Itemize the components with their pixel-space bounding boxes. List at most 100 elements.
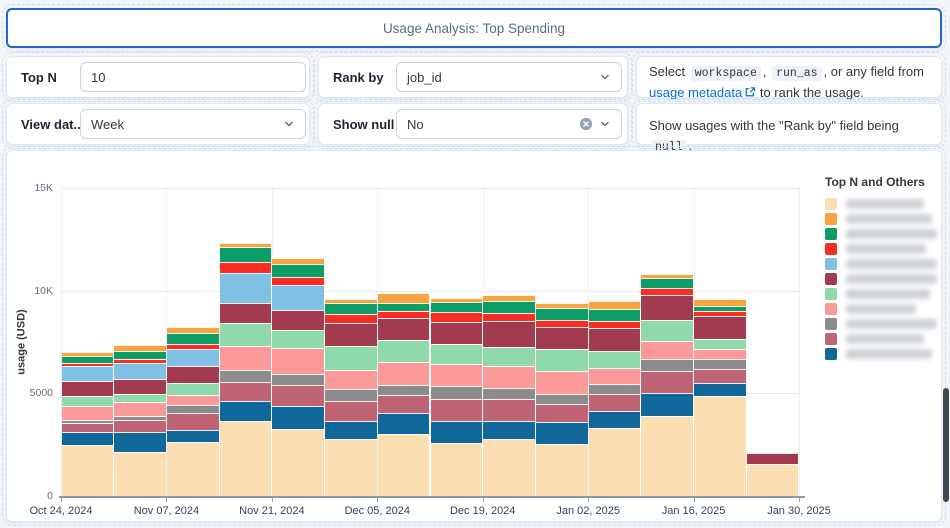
rank-by-select[interactable]: job_id bbox=[396, 62, 622, 92]
legend-label-redacted bbox=[846, 243, 926, 254]
bar-segment-redacted-10 bbox=[536, 403, 588, 422]
bar-segment-redacted-6 bbox=[272, 309, 324, 331]
legend-item-1[interactable] bbox=[825, 196, 937, 211]
help-text: , or any field from bbox=[823, 64, 924, 79]
bar-dec-19-2024[interactable] bbox=[483, 188, 535, 496]
bar-segment-redacted-1 bbox=[694, 396, 746, 496]
bar-segment-redacted-8 bbox=[588, 367, 641, 385]
bar-nov-14-2024[interactable] bbox=[219, 188, 272, 496]
bar-nov-28-2024[interactable] bbox=[325, 188, 377, 496]
horizontal-gridline bbox=[61, 188, 799, 189]
top-n-panel: Top N bbox=[2, 52, 314, 102]
bar-segment-redacted-6 bbox=[694, 315, 746, 340]
bar-segment-redacted-11 bbox=[377, 412, 430, 435]
legend-swatch bbox=[825, 257, 837, 270]
legend-label-redacted bbox=[846, 348, 932, 359]
x-axis-tick bbox=[61, 498, 62, 502]
bar-segment-redacted-2 bbox=[483, 294, 535, 301]
legend-item-6[interactable] bbox=[825, 271, 937, 286]
bar-segment-redacted-1 bbox=[641, 415, 693, 496]
legend-item-4[interactable] bbox=[825, 241, 937, 256]
x-axis-tick-label: Jan 30, 2025 bbox=[767, 505, 831, 517]
x-axis-tick bbox=[693, 498, 695, 502]
bar-segment-redacted-9 bbox=[167, 405, 219, 414]
usage-metadata-link[interactable]: usage metadata bbox=[649, 84, 743, 100]
legend-item-10[interactable] bbox=[825, 331, 937, 346]
bar-segment-redacted-8 bbox=[219, 345, 272, 371]
legend-item-11[interactable] bbox=[825, 346, 937, 361]
bar-dec-05-2024[interactable] bbox=[377, 188, 430, 496]
bar-segment-redacted-6 bbox=[483, 321, 535, 347]
bar-segment-redacted-3 bbox=[483, 300, 535, 314]
help-text: . bbox=[688, 138, 693, 154]
clear-selection-icon[interactable] bbox=[579, 117, 593, 131]
bar-nov-07-2024[interactable] bbox=[167, 188, 219, 496]
bar-jan-02-2025[interactable] bbox=[588, 188, 641, 496]
x-axis-tick-label: Dec 05, 2024 bbox=[344, 505, 410, 517]
show-null-select[interactable]: No bbox=[396, 109, 622, 139]
bar-segment-redacted-11 bbox=[167, 429, 219, 442]
bar-segment-redacted-6 bbox=[167, 365, 219, 384]
bar-jan-16-2025[interactable] bbox=[694, 188, 746, 496]
bar-segment-redacted-9 bbox=[272, 374, 324, 386]
bar-dec-26-2024[interactable] bbox=[536, 188, 588, 496]
bar-segment-redacted-7 bbox=[167, 383, 219, 395]
bar-segment-redacted-2 bbox=[536, 303, 588, 309]
bar-segment-redacted-10 bbox=[272, 385, 324, 406]
bar-segment-redacted-10 bbox=[483, 399, 535, 422]
legend-item-3[interactable] bbox=[825, 226, 937, 241]
bar-segment-redacted-6 bbox=[536, 326, 588, 350]
bar-segment-redacted-10 bbox=[114, 419, 166, 433]
bar-segment-redacted-6 bbox=[325, 322, 377, 347]
bar-segment-redacted-11 bbox=[114, 432, 166, 452]
bar-segment-redacted-11 bbox=[694, 382, 746, 397]
bar-jan-23-2025[interactable] bbox=[746, 188, 799, 496]
y-axis-tick-label: 5000 bbox=[29, 387, 53, 400]
bar-segment-redacted-6 bbox=[219, 303, 272, 324]
bar-segment-redacted-1 bbox=[430, 442, 483, 496]
bar-oct-24-2024[interactable] bbox=[61, 188, 114, 496]
bar-segment-redacted-9 bbox=[694, 359, 746, 370]
x-axis-tick bbox=[482, 498, 484, 502]
legend-label-redacted bbox=[846, 258, 937, 269]
bar-segment-redacted-1 bbox=[114, 451, 166, 496]
bar-segment-redacted-2 bbox=[61, 352, 114, 356]
bar-segment-redacted-4 bbox=[588, 321, 641, 328]
legend-item-5[interactable] bbox=[825, 256, 937, 271]
rank-by-value: job_id bbox=[407, 69, 442, 85]
top-n-input[interactable] bbox=[80, 62, 306, 92]
bar-nov-21-2024[interactable] bbox=[272, 188, 324, 496]
view-date-select[interactable]: Week bbox=[80, 109, 306, 139]
vertical-gridline bbox=[271, 188, 273, 496]
bar-segment-redacted-9 bbox=[114, 416, 166, 420]
scrollbar-thumb[interactable] bbox=[943, 388, 949, 502]
bar-oct-31-2024[interactable] bbox=[114, 188, 166, 496]
legend-item-7[interactable] bbox=[825, 286, 937, 301]
bar-segment-redacted-8 bbox=[536, 370, 588, 394]
bar-segment-redacted-9 bbox=[377, 384, 430, 395]
bar-segment-redacted-8 bbox=[325, 369, 377, 390]
legend-item-2[interactable] bbox=[825, 211, 937, 226]
bar-segment-redacted-4 bbox=[430, 312, 483, 323]
show-null-label: Show null bbox=[333, 116, 395, 132]
legend-swatch bbox=[825, 332, 837, 345]
bar-jan-09-2025[interactable] bbox=[641, 188, 693, 496]
legend-item-8[interactable] bbox=[825, 301, 937, 316]
chevron-down-icon bbox=[599, 118, 611, 130]
legend-title: Top N and Others bbox=[825, 175, 925, 189]
view-date-value: Week bbox=[91, 116, 124, 132]
bar-segment-redacted-7 bbox=[114, 393, 166, 403]
legend-swatch bbox=[825, 302, 837, 315]
bar-segment-redacted-9 bbox=[483, 387, 535, 400]
bar-segment-redacted-9 bbox=[536, 393, 588, 404]
legend-swatch bbox=[825, 272, 837, 285]
bar-segment-redacted-2 bbox=[588, 300, 641, 310]
bar-segment-redacted-2 bbox=[325, 299, 377, 303]
bar-dec-12-2024[interactable] bbox=[430, 188, 483, 496]
bar-segment-redacted-6 bbox=[114, 378, 166, 394]
view-date-label: View dat... bbox=[21, 116, 85, 132]
legend-item-9[interactable] bbox=[825, 316, 937, 331]
y-axis-tick-label: 15K bbox=[34, 182, 53, 194]
bar-segment-redacted-4 bbox=[377, 311, 430, 318]
